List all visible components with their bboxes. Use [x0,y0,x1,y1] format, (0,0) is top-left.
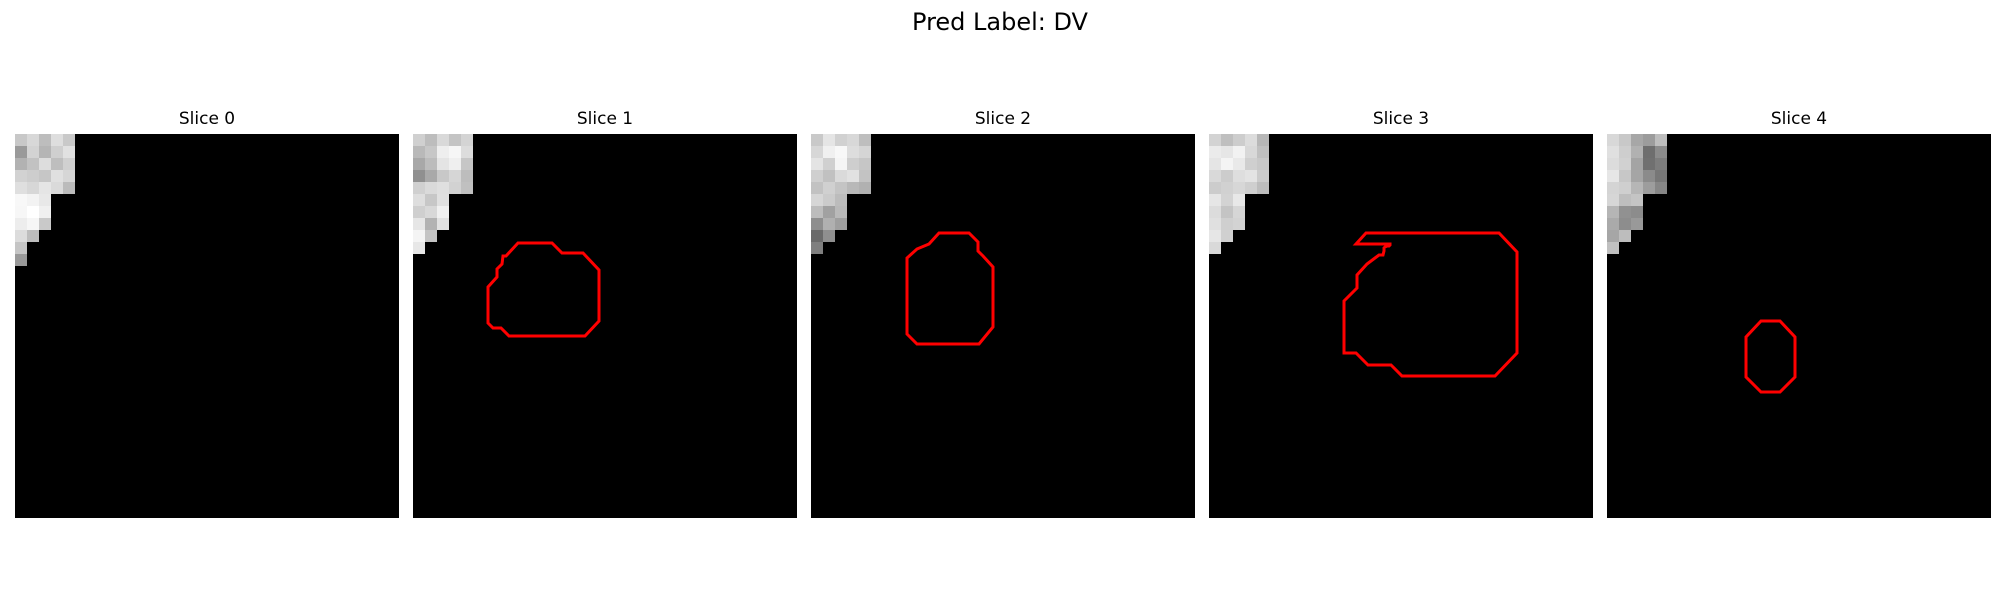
slice-image-canvas [15,134,399,518]
slice-panel-1: Slice 1 [413,0,797,600]
slice-title: Slice 3 [1372,109,1430,129]
contour-outline [1744,319,1797,394]
slice-image [811,134,1195,518]
grayscale-structure [1607,134,1667,254]
contour-outline [486,241,601,338]
slice-image [15,134,399,518]
grayscale-structure [1209,134,1269,254]
slice-image-canvas [1209,134,1593,518]
slice-image-canvas [413,134,797,518]
grayscale-structure [413,134,473,254]
slice-title: Slice 0 [178,109,236,129]
slice-title: Slice 1 [576,109,634,129]
slice-title: Slice 2 [974,109,1032,129]
slice-image [413,134,797,518]
slice-image [1607,134,1991,518]
grayscale-structure [15,134,75,266]
slice-panel-2: Slice 2 [811,0,1195,600]
slice-image [1209,134,1593,518]
contour-outline [1342,231,1519,378]
grayscale-structure [811,134,871,254]
slice-title: Slice 4 [1770,109,1828,129]
slice-image-canvas [811,134,1195,518]
slice-panel-0: Slice 0 [15,0,399,600]
slice-panel-3: Slice 3 [1209,0,1593,600]
slice-image-canvas [1607,134,1991,518]
slice-panel-4: Slice 4 [1607,0,1991,600]
contour-outline [905,231,995,346]
figure-title: Pred Label: DV [912,8,1088,36]
